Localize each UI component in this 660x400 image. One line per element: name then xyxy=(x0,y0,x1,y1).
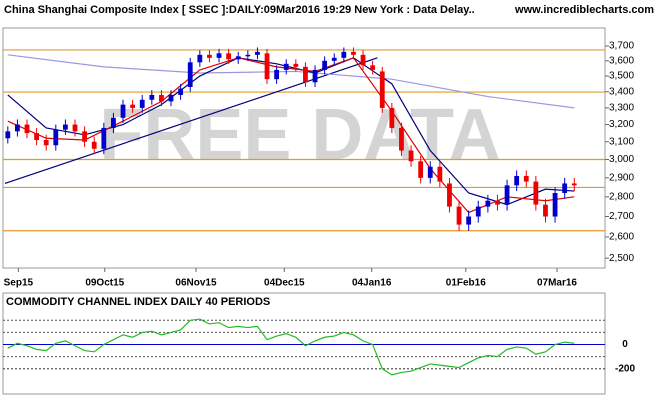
y-tick-label: -200 xyxy=(615,363,635,374)
candle-body xyxy=(5,131,11,139)
candle-body xyxy=(533,181,539,205)
candle-body xyxy=(456,206,462,225)
candle-body xyxy=(245,54,251,57)
candle-body xyxy=(552,192,558,217)
candle-body xyxy=(101,127,107,149)
candle-body xyxy=(418,161,424,178)
candle-body xyxy=(197,54,203,63)
cci-title: COMMODITY CHANNEL INDEX DAILY 40 PERIODS xyxy=(6,296,270,308)
x-tick-label: 07Mar16 xyxy=(537,278,577,289)
y-tick-label: 3,100 xyxy=(609,136,634,147)
chart-title: China Shanghai Composite Index [ SSEC ]:… xyxy=(4,4,475,16)
candle-body xyxy=(571,183,577,186)
candle-body xyxy=(293,63,299,67)
candle-body xyxy=(226,53,232,60)
candle-body xyxy=(312,69,318,83)
candle-body xyxy=(370,65,376,70)
candle-body xyxy=(187,62,193,87)
candle-body xyxy=(91,141,97,149)
candle-body xyxy=(523,175,529,182)
x-tick-label: Sep15 xyxy=(4,278,34,289)
candle-body xyxy=(504,185,510,205)
y-tick-label: 3,200 xyxy=(609,119,634,130)
candle-body xyxy=(495,200,500,205)
y-tick-label: 2,600 xyxy=(609,232,634,243)
candle-body xyxy=(303,66,308,83)
cci-panel xyxy=(2,292,606,395)
candle-body xyxy=(274,69,280,80)
candle-body xyxy=(255,51,260,55)
x-tick-label: 04Jan16 xyxy=(352,278,392,289)
candle-body xyxy=(543,204,548,217)
candle-body xyxy=(15,124,20,132)
candle-body xyxy=(207,54,212,58)
candle-body xyxy=(562,183,568,193)
watermark: FREE DATA xyxy=(99,95,500,175)
candle-body xyxy=(120,104,126,118)
x-tick-label: 06Nov15 xyxy=(175,278,217,289)
candle-body xyxy=(235,56,241,60)
candle-body xyxy=(168,94,174,102)
candle-body xyxy=(351,51,356,55)
candle-body xyxy=(111,117,116,128)
y-tick-label: 3,000 xyxy=(609,154,634,165)
candle-body xyxy=(399,127,404,151)
candle-body xyxy=(283,63,289,70)
candle-body xyxy=(34,133,40,141)
y-tick-label: 3,300 xyxy=(609,103,634,114)
y-tick-label: 0 xyxy=(622,339,628,350)
candle-body xyxy=(139,99,145,108)
candle-body xyxy=(514,175,520,186)
y-tick-label: 2,700 xyxy=(609,211,634,222)
candle-body xyxy=(331,57,337,61)
candle-body xyxy=(475,206,481,217)
candle-body xyxy=(466,216,472,225)
candle-body xyxy=(24,124,30,134)
candle-body xyxy=(264,53,270,80)
y-tick-label: 3,400 xyxy=(609,86,634,97)
x-tick-label: 01Feb16 xyxy=(446,278,486,289)
candle-body xyxy=(72,124,78,132)
y-tick-label: 2,900 xyxy=(609,172,634,183)
y-tick-label: 2,800 xyxy=(609,191,634,202)
candle-body xyxy=(82,131,88,142)
source: www.incrediblecharts.com xyxy=(514,4,654,16)
candle-body xyxy=(130,104,136,108)
candle-body xyxy=(389,107,395,128)
y-tick-label: 3,600 xyxy=(609,55,634,66)
candle-body xyxy=(447,183,452,207)
candle-body xyxy=(341,51,347,58)
y-tick-label: 2,500 xyxy=(609,253,634,264)
y-tick-label: 3,700 xyxy=(609,41,634,52)
candle-body xyxy=(63,124,68,130)
x-tick-label: 09Oct15 xyxy=(85,278,124,289)
candle-body xyxy=(322,60,328,70)
candle-body xyxy=(159,94,164,102)
candle-body xyxy=(437,166,443,182)
candle-body xyxy=(149,94,155,100)
candle-body xyxy=(43,140,49,146)
candle-body xyxy=(485,200,491,207)
candle-body xyxy=(379,71,385,108)
cci-line xyxy=(7,318,575,376)
candle-body xyxy=(178,88,184,95)
y-tick-label: 3,500 xyxy=(609,71,634,82)
candle-body xyxy=(408,150,414,162)
x-tick-label: 04Dec15 xyxy=(264,278,305,289)
candle-body xyxy=(360,54,366,66)
candle-body xyxy=(53,129,59,146)
candle-body xyxy=(216,53,222,58)
candle-body xyxy=(427,166,433,178)
